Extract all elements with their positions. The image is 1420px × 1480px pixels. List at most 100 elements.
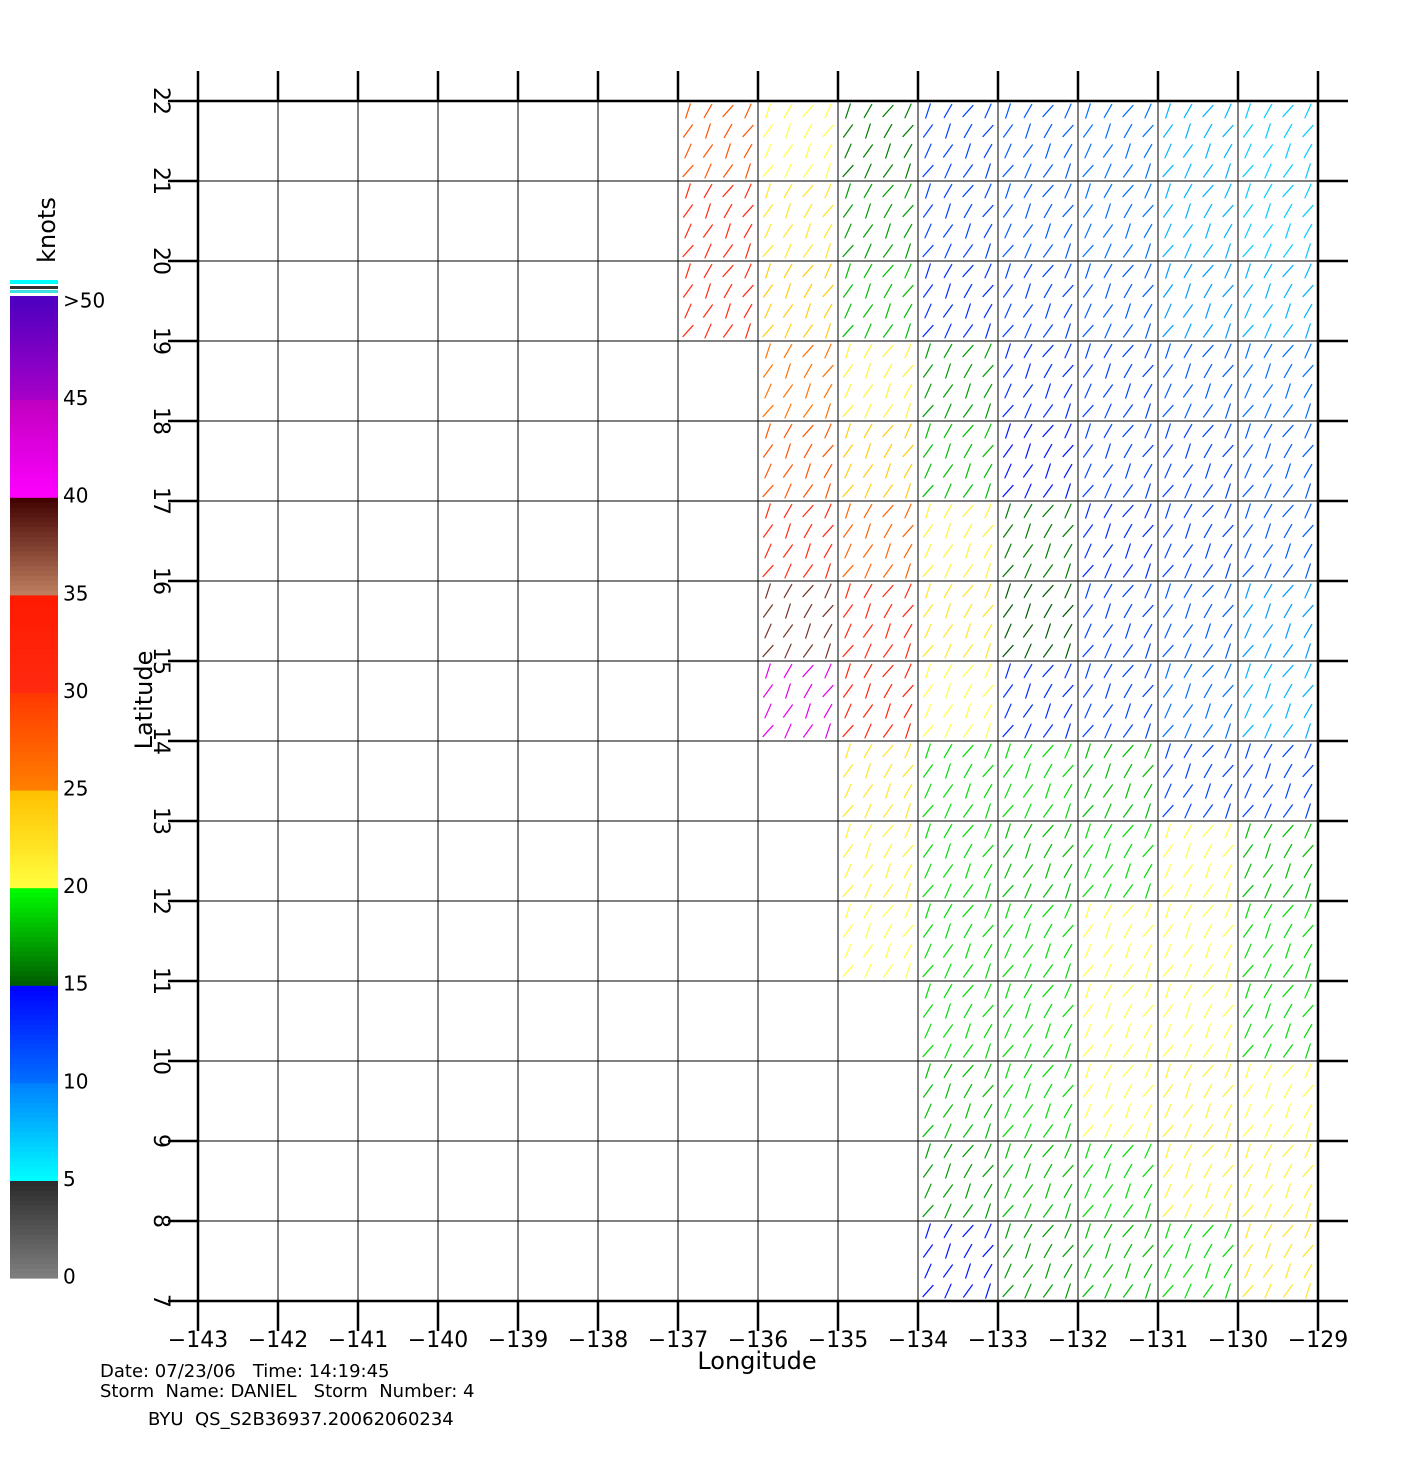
wind-vector <box>922 324 934 338</box>
wind-vector <box>782 384 794 398</box>
wind-vector <box>1183 1223 1193 1239</box>
wind-vector <box>962 184 974 198</box>
wind-vector <box>1184 163 1192 179</box>
wind-vector <box>844 303 852 319</box>
wind-vector <box>762 124 774 138</box>
wind-vector <box>842 684 854 698</box>
y-tick-label: 21 <box>148 167 173 195</box>
wind-vector <box>1162 204 1174 218</box>
wind-vector <box>684 143 692 159</box>
colorbar-segment <box>10 1219 58 1225</box>
wind-vector <box>942 224 954 238</box>
colorbar-segment <box>10 1229 58 1235</box>
wind-vector <box>1204 1023 1212 1039</box>
wind-vector <box>963 203 973 219</box>
wind-vector <box>1162 164 1174 178</box>
colorbar-segment <box>10 1024 58 1030</box>
wind-vector <box>1304 1123 1312 1139</box>
wind-vector <box>723 123 733 139</box>
wind-vector <box>1084 303 1092 319</box>
wind-vector <box>963 123 973 139</box>
wind-vector <box>764 543 772 559</box>
wind-vector <box>1302 924 1314 938</box>
wind-vector <box>944 123 952 139</box>
wind-vector <box>1244 503 1252 519</box>
wind-vector <box>1244 823 1252 839</box>
wind-vector <box>984 323 992 339</box>
colorbar-segment <box>10 375 58 381</box>
wind-vector <box>1104 843 1112 859</box>
colorbar-segment <box>10 599 58 606</box>
wind-vector <box>1042 104 1054 118</box>
wind-vector <box>943 1143 953 1159</box>
wind-vector <box>1242 124 1254 138</box>
wind-vector <box>1224 243 1232 259</box>
wind-vector <box>1024 1283 1032 1299</box>
wind-vector <box>1104 163 1112 179</box>
colorbar-segment <box>10 394 58 401</box>
wind-vector <box>922 1004 934 1018</box>
wind-vector <box>1104 1003 1112 1019</box>
colorbar-segment <box>10 433 58 440</box>
wind-vector <box>1224 423 1232 439</box>
wind-vector <box>1024 163 1032 179</box>
wind-vector <box>1164 1103 1172 1119</box>
wind-vector <box>1002 324 1014 338</box>
wind-vector <box>864 203 872 219</box>
wind-vector <box>1122 904 1134 918</box>
wind-vector <box>1224 723 1232 739</box>
wind-vector <box>1103 1063 1113 1079</box>
wind-vector <box>1284 543 1292 559</box>
wind-vector <box>803 203 813 219</box>
wind-vector <box>1024 843 1032 859</box>
wind-vector <box>963 1243 973 1259</box>
wind-vector <box>983 1183 993 1199</box>
colorbar-segment <box>10 1073 58 1079</box>
wind-vector <box>1084 1183 1092 1199</box>
wind-vector <box>1102 1184 1114 1198</box>
wind-vector <box>1162 604 1174 618</box>
wind-vector <box>883 523 893 539</box>
wind-vector <box>1002 124 1014 138</box>
wind-vector <box>1022 784 1034 798</box>
wind-vector <box>962 344 974 358</box>
wind-vector <box>1184 643 1192 659</box>
wind-vector <box>924 303 932 319</box>
colorbar-segment <box>10 1097 58 1103</box>
colorbar-segment <box>10 902 58 908</box>
wind-vector <box>1282 164 1294 178</box>
wind-vector <box>824 503 832 519</box>
wind-vector <box>922 1164 934 1178</box>
wind-vector <box>1004 343 1012 359</box>
wind-vector <box>1203 763 1213 779</box>
wind-vector <box>1262 144 1274 158</box>
wind-vector <box>1143 703 1153 719</box>
wind-vector <box>903 143 913 159</box>
wind-vector <box>1162 564 1174 578</box>
wind-vector <box>1064 1143 1072 1159</box>
wind-vector <box>944 323 952 339</box>
wind-vector <box>1224 483 1232 499</box>
wind-vector <box>1244 743 1252 759</box>
wind-vector <box>1144 583 1152 599</box>
x-tick-label: −131 <box>1128 1328 1188 1353</box>
wind-vector <box>1042 484 1054 498</box>
wind-vector <box>844 863 852 879</box>
wind-vector <box>1164 623 1172 639</box>
wind-vector <box>1084 743 1092 759</box>
wind-vector <box>1024 1243 1032 1259</box>
wind-vector <box>1304 103 1312 119</box>
wind-vector <box>1063 463 1073 479</box>
wind-vector <box>1144 563 1152 579</box>
wind-vector <box>1224 803 1232 819</box>
wind-vector <box>882 564 894 578</box>
wind-vector <box>943 183 953 199</box>
colorbar-segment <box>10 794 58 801</box>
colorbar-segment <box>10 785 58 791</box>
wind-vector <box>984 643 992 659</box>
wind-vector <box>802 504 814 518</box>
colorbar-segment <box>10 702 58 708</box>
wind-vector <box>1122 1224 1134 1238</box>
colorbar-segment <box>10 1170 58 1177</box>
y-tick-label: 13 <box>148 807 173 835</box>
